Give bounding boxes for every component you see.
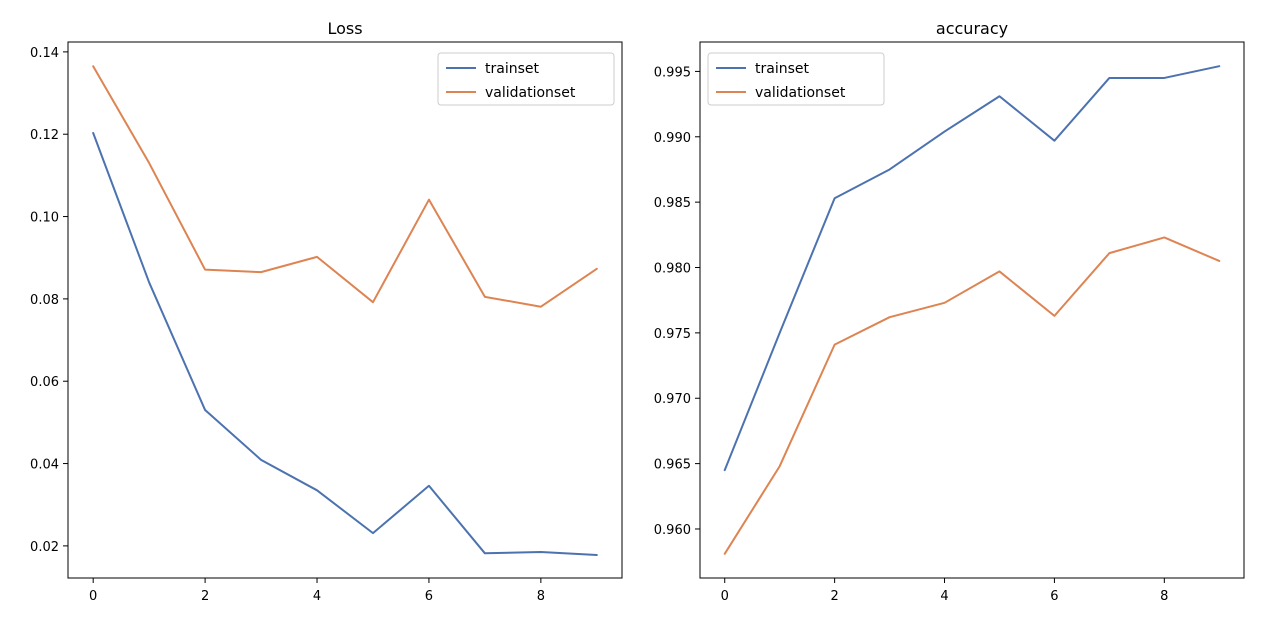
accuracy-x-tick-label: 6 xyxy=(1050,589,1058,604)
loss-chart-title: Loss xyxy=(327,19,362,38)
accuracy-y-tick-label: 0.975 xyxy=(654,327,691,342)
accuracy-series-validationset-line xyxy=(723,236,1221,555)
accuracy-y-tick-label: 0.990 xyxy=(654,131,691,146)
accuracy-y-tick-label: 0.970 xyxy=(654,392,691,407)
accuracy-x-tick-label: 8 xyxy=(1160,589,1168,604)
loss-x-tick-label: 6 xyxy=(425,589,433,604)
loss-x-tick-label: 0 xyxy=(89,589,97,604)
loss-y-tick-label: 0.10 xyxy=(30,211,59,226)
accuracy-y-tick-label: 0.995 xyxy=(654,65,691,80)
loss-y-tick-label: 0.06 xyxy=(30,375,59,390)
loss-legend: trainset validationset xyxy=(437,52,615,106)
accuracy-axes-frame xyxy=(699,41,1245,579)
accuracy-legend: trainset validationset xyxy=(707,52,885,106)
accuracy-x-tick-label: 4 xyxy=(940,589,948,604)
loss-y-tick-label: 0.14 xyxy=(30,46,59,61)
accuracy-y-tick-label: 0.980 xyxy=(654,262,691,277)
loss-legend-label-validationset: validationset xyxy=(485,85,576,101)
accuracy-legend-label-trainset: trainset xyxy=(755,61,809,77)
loss-y-tick-label: 0.12 xyxy=(30,128,59,143)
loss-legend-box xyxy=(437,52,615,106)
accuracy-y-tick-label: 0.985 xyxy=(654,196,691,211)
accuracy-y-tick-label: 0.960 xyxy=(654,523,691,538)
loss-x-tick-label: 2 xyxy=(201,589,209,604)
loss-y-tick-label: 0.02 xyxy=(30,540,59,555)
accuracy-y-tick-label: 0.965 xyxy=(654,458,691,473)
accuracy-x-tick-label: 0 xyxy=(721,589,729,604)
loss-y-tick-label: 0.08 xyxy=(30,293,59,308)
loss-x-tick-label: 4 xyxy=(313,589,321,604)
loss-series-trainset-line xyxy=(92,131,598,556)
accuracy-series-trainset-line xyxy=(723,65,1221,472)
accuracy-x-tick-label: 2 xyxy=(830,589,838,604)
accuracy-chart-title: accuracy xyxy=(936,19,1008,38)
loss-legend-label-trainset: trainset xyxy=(485,61,539,77)
loss-y-tick-label: 0.04 xyxy=(30,458,59,473)
loss-series-validationset-line xyxy=(92,65,598,308)
loss-chart: Loss 0 2 4 6 8 0.02 0.04 0.06 0.08 0.10 0.12 0.14 tra… xyxy=(30,19,623,604)
accuracy-legend-box xyxy=(707,52,885,106)
accuracy-legend-label-validationset: validationset xyxy=(755,85,846,101)
loss-axes-frame xyxy=(67,41,623,579)
loss-x-tick-label: 8 xyxy=(537,589,545,604)
accuracy-chart: accuracy 0 2 4 6 8 0.960 0.965 0.970 0.975 0.980 0.… xyxy=(654,19,1245,604)
